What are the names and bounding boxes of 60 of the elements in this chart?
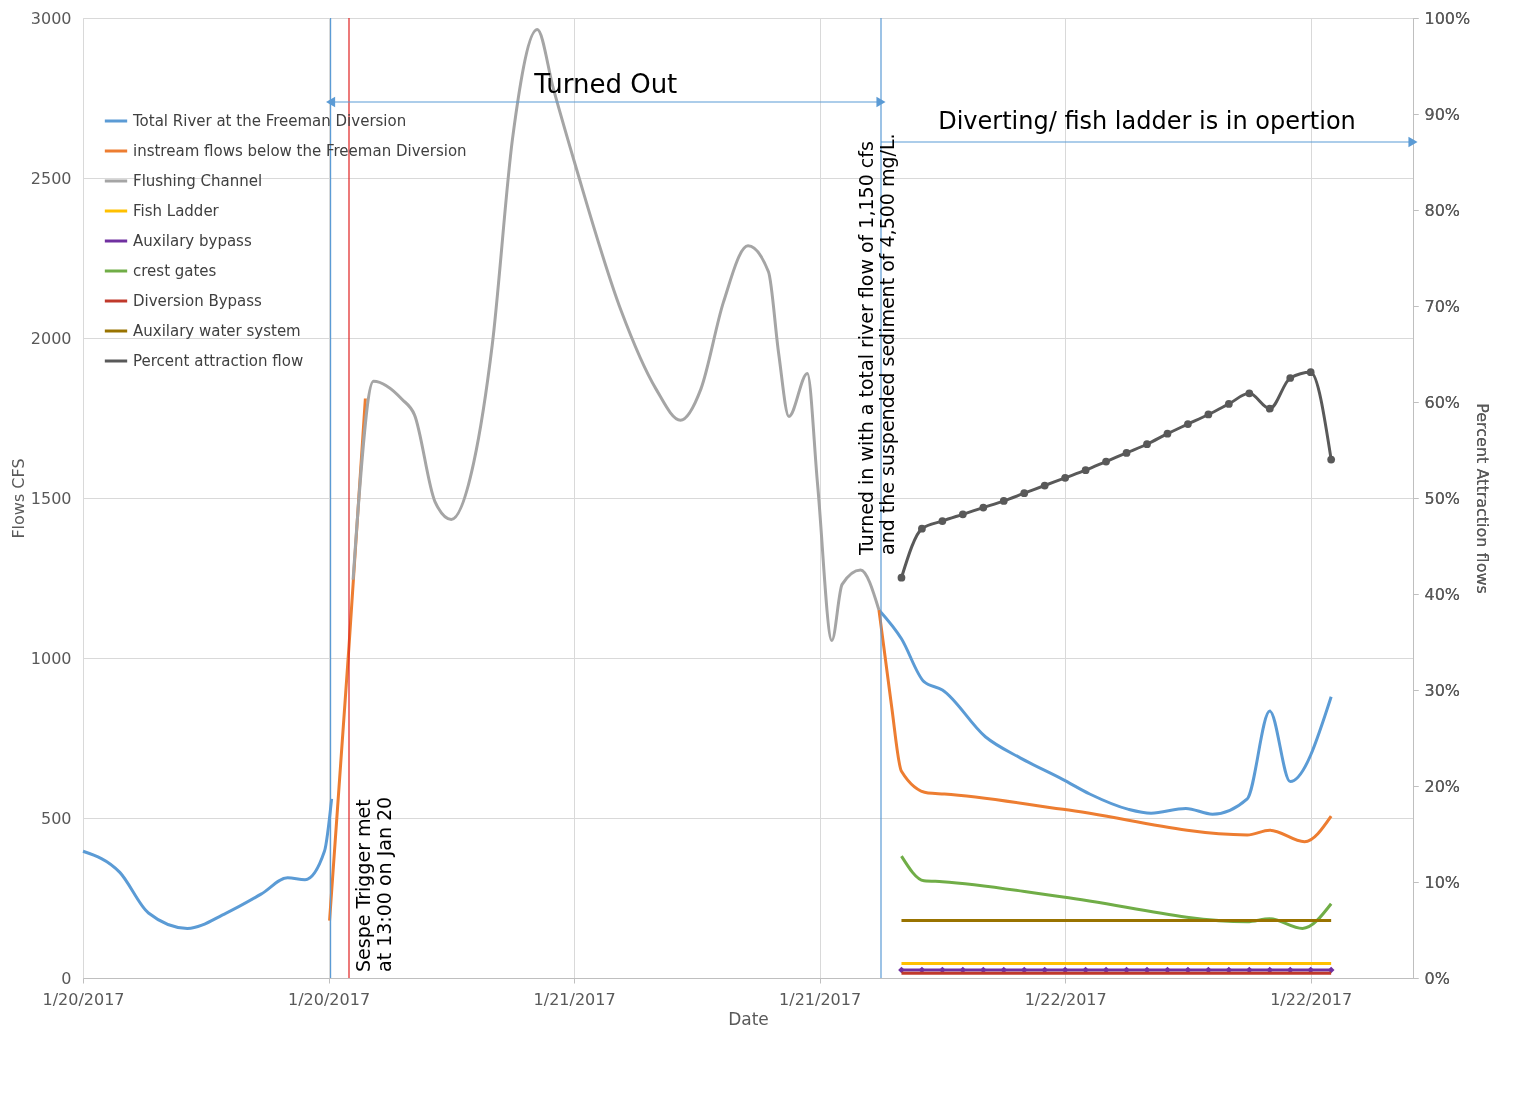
- point: [1081, 466, 1090, 475]
- y2-tick-label: 50%: [1424, 488, 1461, 508]
- x-tick-label: 1/20/2017: [288, 989, 371, 1009]
- point: [979, 503, 988, 512]
- point: [1306, 368, 1315, 377]
- y2-tick-label: 60%: [1424, 392, 1461, 412]
- point: [1286, 374, 1295, 382]
- point: [1224, 400, 1233, 408]
- point: [1143, 440, 1151, 449]
- annotation: Diverting/ fish ladder is in opertion: [938, 107, 1356, 135]
- annotation: Turned in with a total river flow of 1,150 cfs and the suspended sediment of 4,500 mg/L.: [855, 133, 898, 556]
- y2-tick-label: 70%: [1424, 296, 1461, 316]
- point: [938, 517, 947, 525]
- x-axis-title: Date: [728, 1008, 769, 1029]
- x-tick-label: 1/20/2017: [42, 989, 125, 1009]
- point: [1102, 457, 1110, 466]
- legend-label: Auxilary bypass: [133, 232, 252, 250]
- y-tick-label: 2500: [30, 168, 72, 188]
- y-tick-label: 1500: [30, 488, 72, 508]
- legend-label: Auxilary water system: [133, 322, 301, 340]
- point: [958, 510, 967, 519]
- y2-tick-label: 30%: [1424, 680, 1461, 700]
- x-tick-label: 1/22/2017: [1024, 989, 1107, 1009]
- y2-tick-label: 90%: [1424, 104, 1461, 124]
- point: [918, 524, 926, 533]
- y-tick-label: 2000: [30, 328, 72, 348]
- x-tick-label: 1/21/2017: [779, 989, 862, 1009]
- y2-tick-label: 0%: [1424, 968, 1450, 988]
- y-tick-label: 3000: [30, 8, 72, 28]
- annotation: Turned Out: [533, 69, 678, 99]
- legend-label: Fish Ladder: [133, 202, 220, 220]
- y-axis-title: Flows CFS: [8, 458, 28, 539]
- y-tick-label: 0: [61, 968, 72, 988]
- y2-tick-label: 40%: [1424, 584, 1461, 604]
- legend-label: crest gates: [133, 262, 217, 280]
- legend-label: Flushing Channel: [133, 172, 263, 190]
- y2-axis-title: Percent Attraction flows: [1473, 403, 1493, 594]
- point: [1122, 449, 1131, 457]
- point: [999, 497, 1008, 505]
- point: [1163, 429, 1172, 438]
- point: [897, 573, 906, 582]
- point: [1265, 404, 1274, 413]
- point: [1061, 473, 1070, 482]
- x-tick-label: 1/22/2017: [1270, 989, 1353, 1009]
- point: [1204, 410, 1213, 419]
- y2-tick-label: 10%: [1424, 872, 1461, 892]
- legend-label: Diversion Bypass: [133, 292, 263, 310]
- y-tick-label: 1000: [30, 648, 72, 668]
- point: [1020, 489, 1029, 498]
- ref-line-label: Sespe Trigger met at 13:00 on Jan 20: [352, 796, 395, 972]
- point: [1327, 455, 1336, 464]
- point: [1245, 389, 1254, 398]
- point: [1184, 420, 1192, 428]
- x-tick-label: 1/21/2017: [533, 989, 616, 1009]
- y2-tick-label: 100%: [1424, 8, 1471, 28]
- y2-tick-label: 20%: [1424, 776, 1461, 796]
- y-tick-label: 500: [40, 808, 72, 828]
- y2-tick-label: 80%: [1424, 200, 1461, 220]
- legend-label: Percent attraction flow: [133, 352, 304, 370]
- point: [1040, 481, 1049, 490]
